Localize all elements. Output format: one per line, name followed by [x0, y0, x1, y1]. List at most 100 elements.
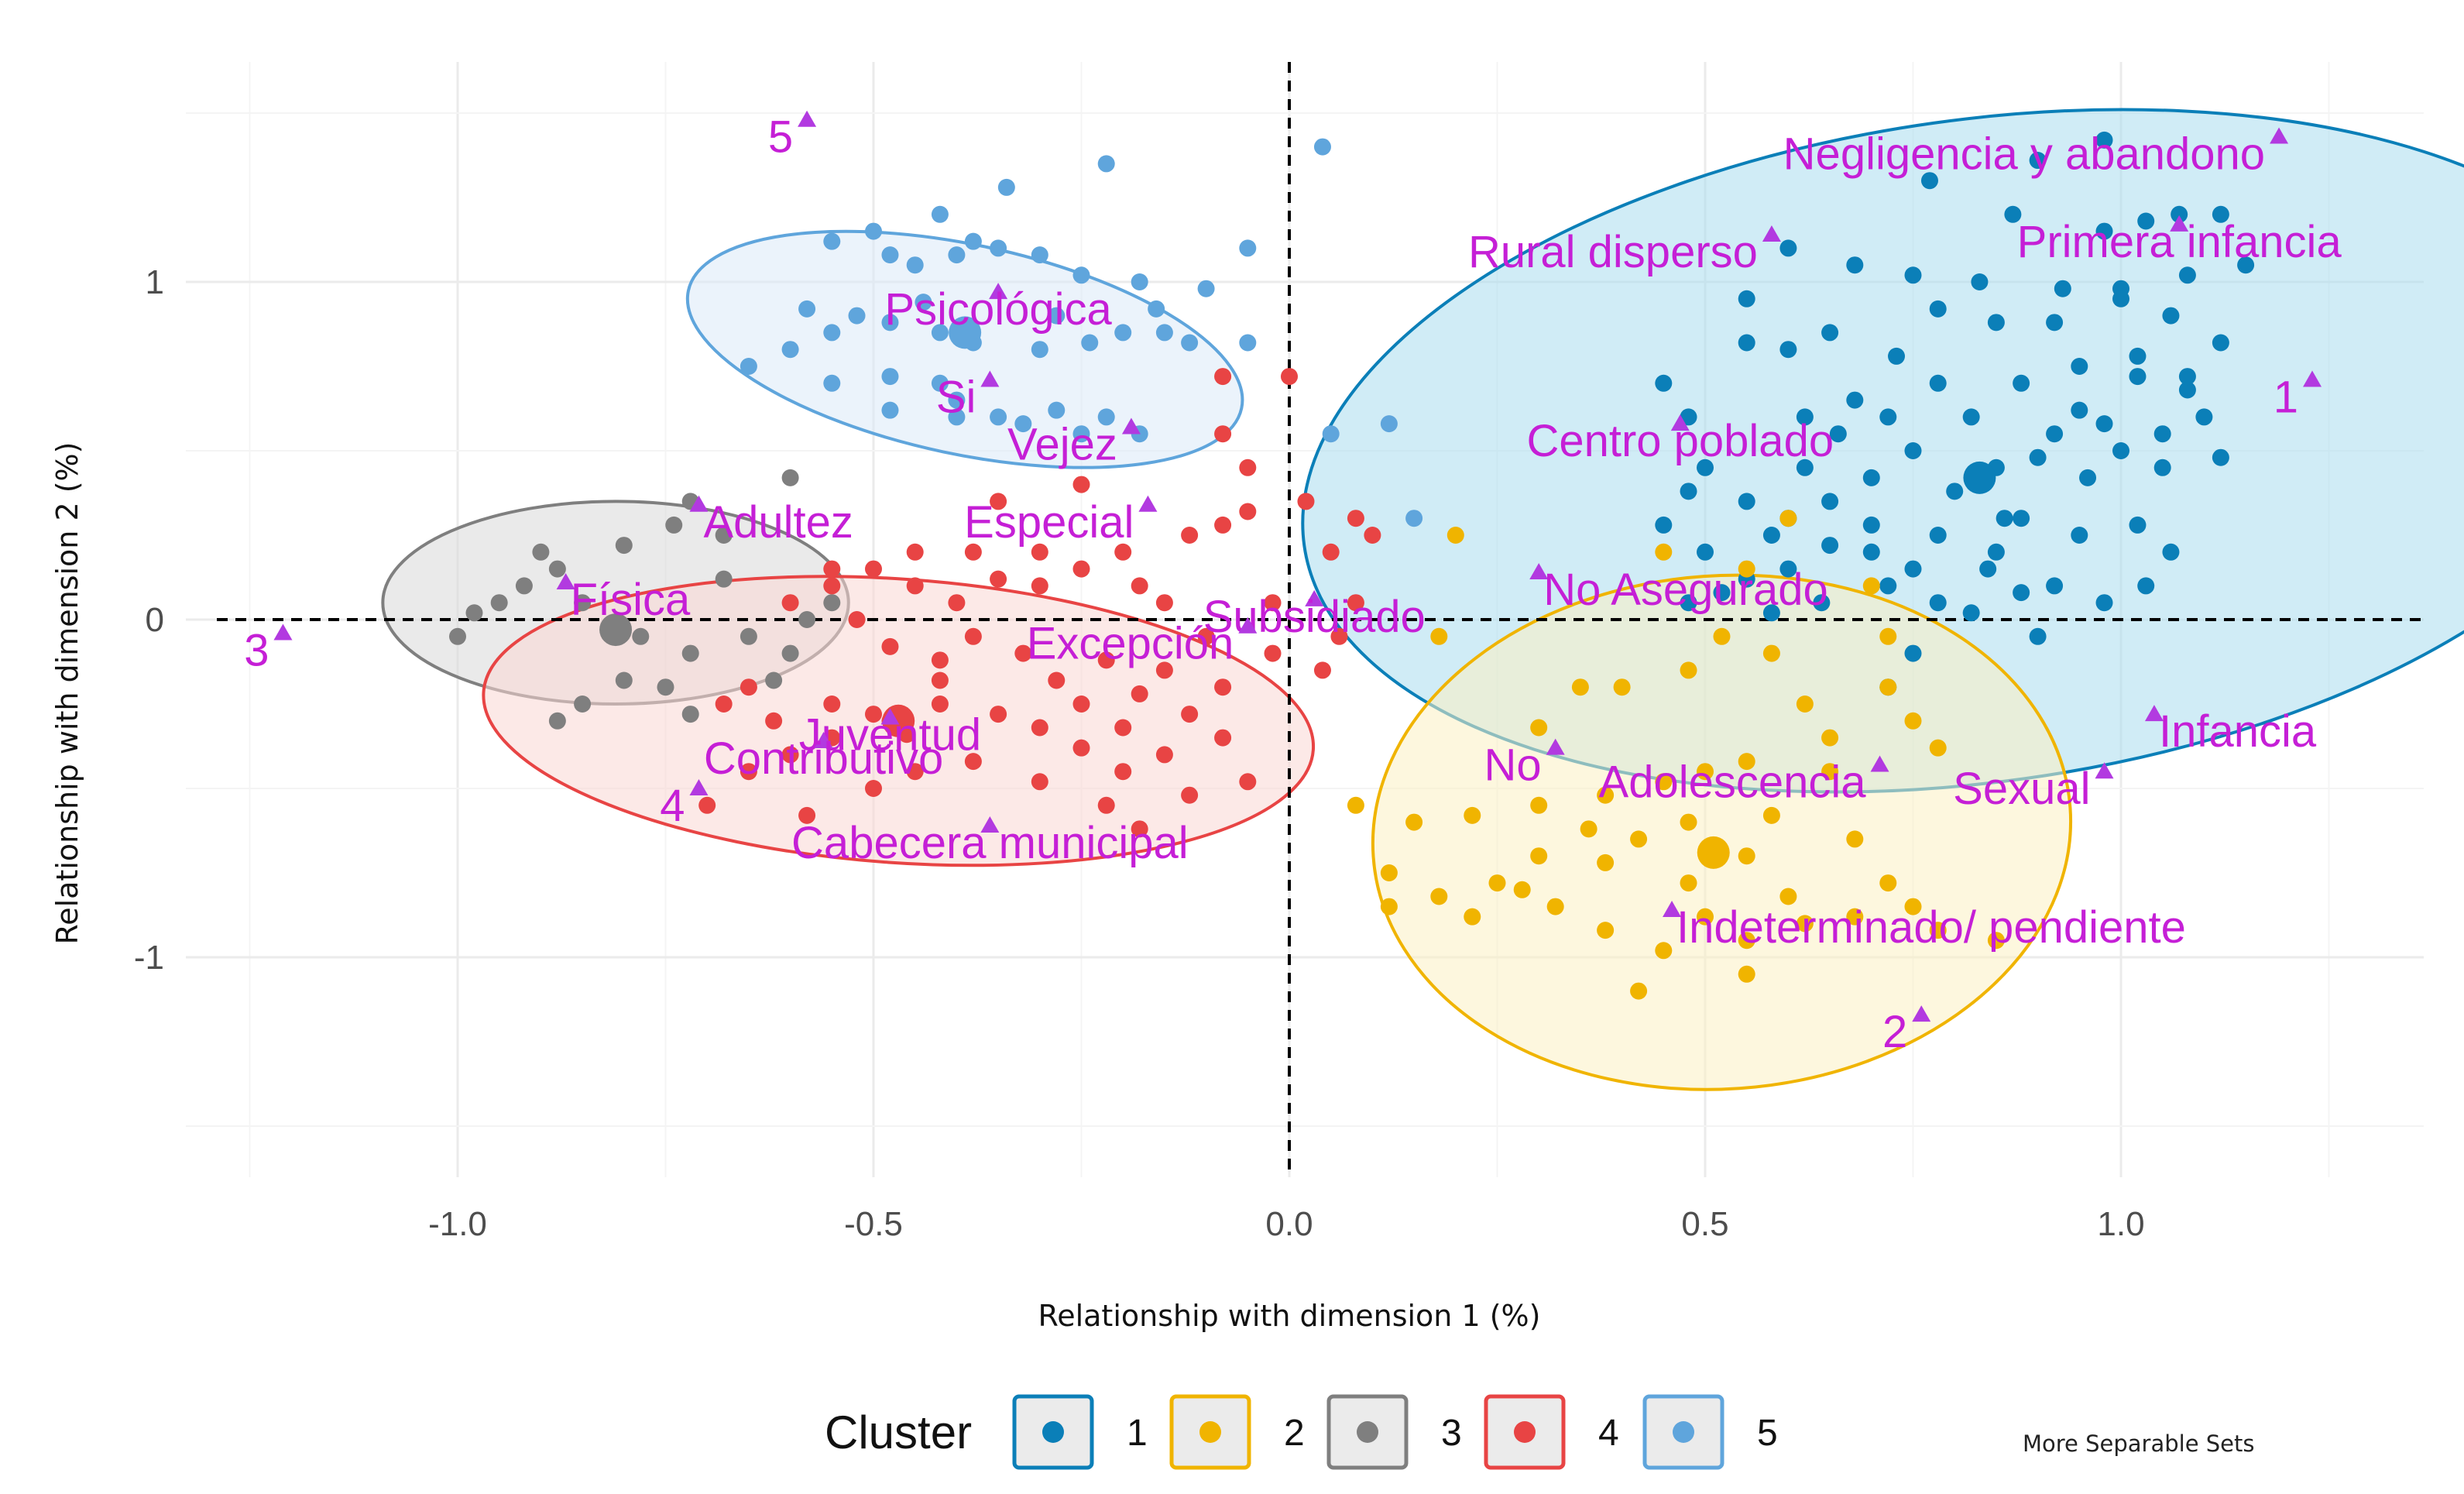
cluster-4-point	[1072, 476, 1090, 493]
category-marker	[2303, 370, 2322, 387]
cluster-1-point	[1979, 560, 1997, 578]
cluster-5-point	[823, 374, 841, 392]
cluster-5-point	[948, 246, 966, 264]
cluster-2-point	[1630, 982, 1648, 1000]
cluster-2-point	[1597, 786, 1615, 804]
cluster-1-point	[1762, 604, 1780, 622]
cluster-5-point	[823, 232, 841, 250]
cluster-3-point	[465, 604, 483, 622]
cluster-1-point	[2212, 334, 2229, 352]
cluster-5-point	[1048, 307, 1066, 325]
cluster-4-point	[1031, 577, 1048, 595]
category-label: Física	[571, 575, 691, 625]
category-label: 1	[2274, 372, 2298, 422]
cluster-1-point	[2004, 205, 2022, 223]
cluster-4-point	[1097, 796, 1115, 814]
category-label: Negligencia y abandono	[1783, 129, 2265, 180]
category-label: Juventud	[799, 709, 981, 760]
category-label: Psicológica	[884, 284, 1112, 335]
cluster-1-point	[2095, 131, 2113, 149]
cluster-1-point	[2095, 222, 2113, 240]
cluster-1-point	[1821, 324, 1839, 342]
cluster-2-point	[1713, 627, 1731, 645]
cluster-1-point	[1680, 408, 1697, 426]
cluster-5-point	[881, 246, 899, 264]
cluster-5-point	[781, 341, 799, 359]
cluster-1-point	[1796, 408, 1814, 426]
cluster-3-point	[781, 469, 799, 486]
cluster-3-point	[574, 594, 592, 612]
cluster-5-point	[848, 307, 866, 325]
cluster-5-point	[1380, 415, 1398, 433]
category-marker	[1546, 738, 1565, 755]
cluster-3-point	[490, 594, 508, 612]
cluster-4-point	[698, 796, 716, 814]
cluster-1-point	[2137, 577, 2155, 595]
cluster-5-point	[1405, 510, 1423, 527]
cluster-1-point	[1971, 273, 1989, 290]
cluster-1-point	[1929, 527, 1947, 544]
cluster-4-point	[1197, 627, 1215, 645]
cluster-4-point	[1114, 763, 1132, 781]
cluster-5-point	[798, 300, 816, 318]
cluster-3-point	[765, 671, 783, 689]
cluster-1-point	[2071, 358, 2088, 375]
cluster-2-point	[1879, 874, 1897, 892]
cluster-4-point	[1155, 661, 1173, 679]
cluster-4-point	[865, 780, 882, 797]
cluster-4-point	[1114, 543, 1132, 561]
cluster-3-point	[548, 712, 566, 730]
cluster-1-point	[1680, 483, 1697, 500]
cluster-2-point	[1580, 820, 1597, 838]
category-marker	[980, 816, 1000, 833]
cluster-4-point	[964, 753, 982, 771]
cluster-2-point	[1613, 678, 1631, 696]
cluster-2-point	[1821, 763, 1839, 781]
cluster-1-point	[2178, 266, 2196, 284]
tick-labels: -1.0 -0.5 0.0 0.5 1.0 -1 0 1	[134, 263, 2145, 1243]
cluster-5-point	[740, 358, 757, 375]
cluster-4-point	[1347, 510, 1364, 527]
category-marker	[1870, 755, 1889, 772]
category-marker	[689, 779, 709, 795]
cluster-2-point	[1929, 739, 1947, 757]
cluster-4-point	[823, 695, 841, 713]
category-marker	[1238, 616, 1258, 634]
legend-label-1: 1	[1127, 1413, 1148, 1454]
x-tick-label: 0.0	[1265, 1205, 1313, 1243]
cluster-1-point	[2129, 368, 2147, 386]
cluster-4-point	[990, 706, 1007, 723]
cluster-1-point	[2129, 347, 2147, 365]
cluster-4-point	[1131, 820, 1148, 838]
category-label: Sexual	[1953, 764, 2090, 814]
cluster-4-point	[740, 678, 757, 696]
category-marker	[1121, 417, 1141, 434]
cluster-5-point	[931, 374, 949, 392]
cluster-1-point	[2095, 415, 2113, 433]
cluster-2-point	[1546, 898, 1564, 915]
cluster-4-point	[931, 695, 949, 713]
data-points	[449, 131, 2255, 1000]
category-label: 2	[1882, 1007, 1907, 1057]
category-marker	[1912, 1005, 1931, 1022]
category-label: Adultez	[703, 497, 853, 548]
cluster-5-point	[915, 294, 932, 311]
cluster-4-point	[1347, 594, 1364, 612]
cluster-5-point	[823, 324, 841, 342]
cluster-2-point	[1630, 830, 1648, 848]
legend-title: Cluster	[825, 1406, 972, 1458]
cluster-4-point	[823, 560, 841, 578]
category-marker	[689, 495, 709, 512]
cluster-4-point	[1114, 719, 1132, 737]
legend-swatch-1	[1042, 1421, 1064, 1443]
cluster-4-point	[1072, 695, 1090, 713]
cluster-1-point	[2095, 594, 2113, 612]
category-label: No Asegurado	[1543, 565, 1828, 615]
cluster-2-point	[1821, 729, 1839, 747]
cluster-4-point	[1131, 577, 1148, 595]
cluster-2-point	[1430, 888, 1448, 905]
cluster-5-point	[990, 408, 1007, 426]
cluster-4-point	[1155, 594, 1173, 612]
cluster-2-point	[1738, 847, 1755, 865]
cluster-3-point	[548, 560, 566, 578]
